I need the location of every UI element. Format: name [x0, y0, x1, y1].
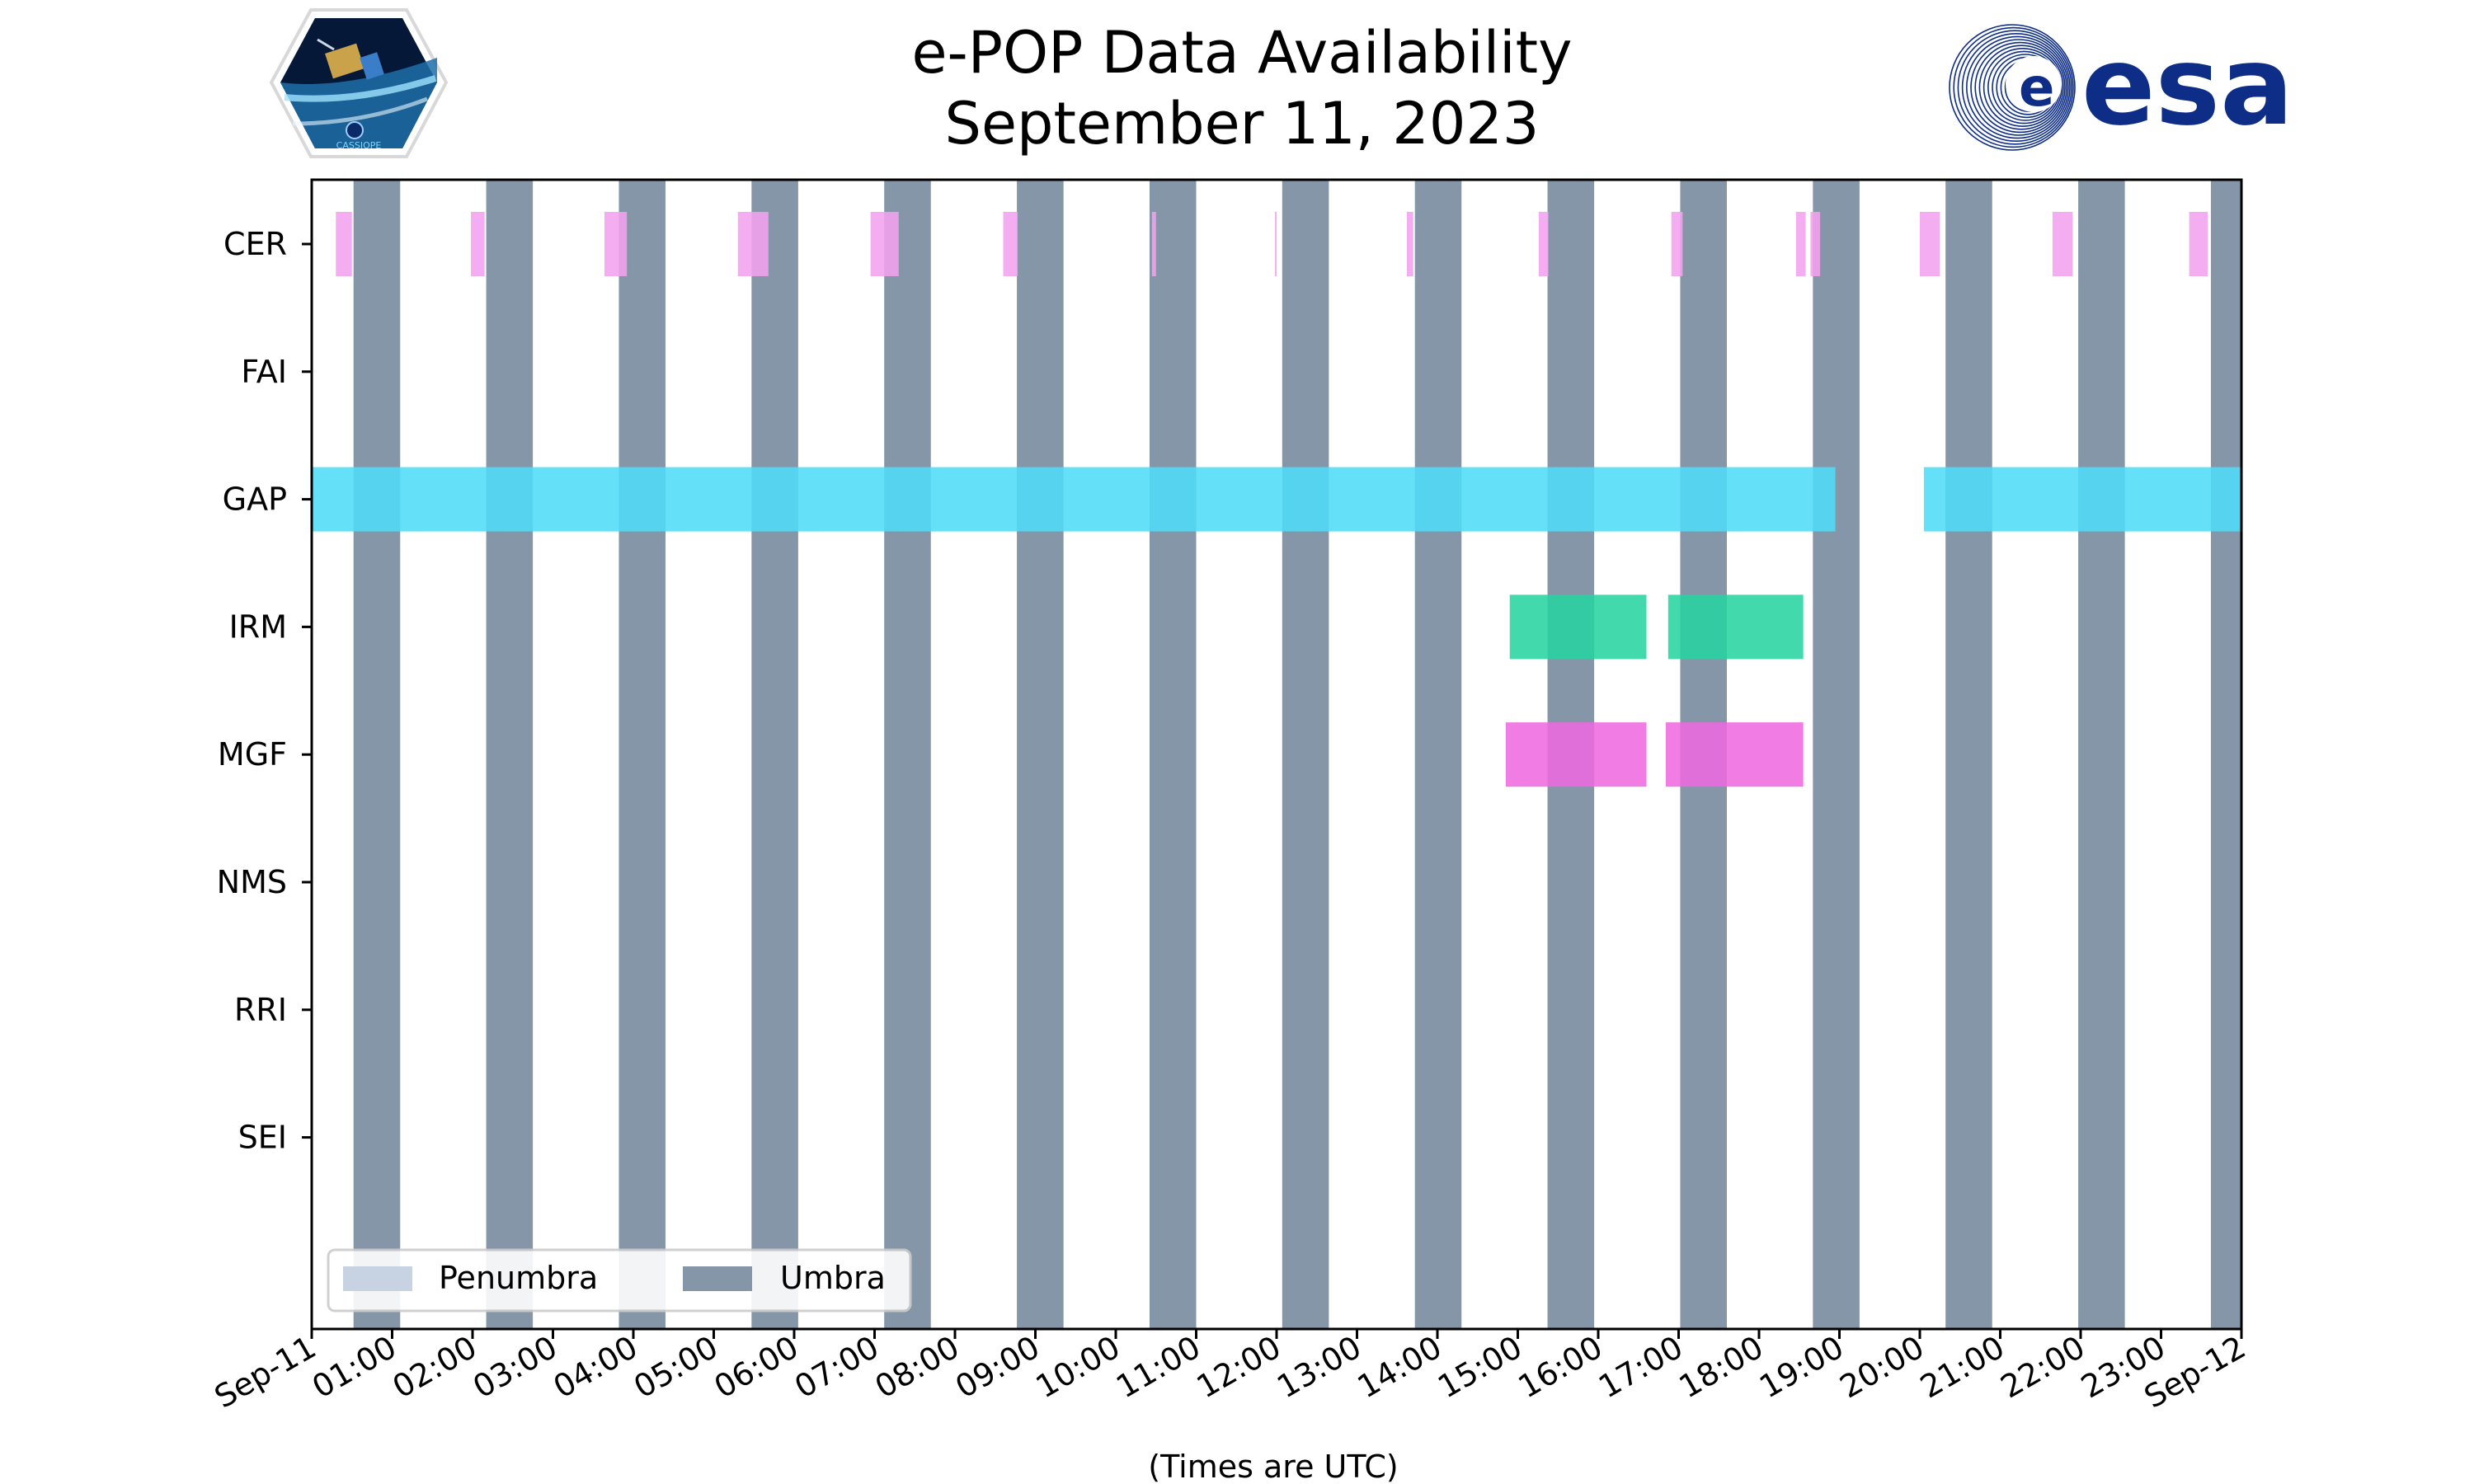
- x-tick-label: 13:00: [1271, 1329, 1367, 1406]
- bar-gap: [312, 467, 1836, 532]
- umbra-band: [1149, 180, 1197, 1329]
- bar-cer: [1003, 212, 1018, 276]
- esa-globe-ring: [1965, 35, 2069, 139]
- x-tick-label: 12:00: [1191, 1329, 1287, 1406]
- x-tick-label: 15:00: [1432, 1329, 1528, 1406]
- esa-wordmark: esa: [2081, 23, 2293, 150]
- umbra-band: [353, 180, 401, 1329]
- umbra-band: [1414, 180, 1462, 1329]
- bar-cer: [471, 212, 485, 276]
- y-axis: CER FAI GAP IRM MGF NMS RRI SEI: [217, 226, 312, 1156]
- bar-irm: [1509, 594, 1647, 660]
- x-tick-label: 17:00: [1592, 1329, 1689, 1406]
- x-tick-label: 08:00: [869, 1329, 966, 1406]
- satellite-icon: [317, 38, 384, 80]
- x-tick-label: 02:00: [387, 1329, 483, 1406]
- x-tick-label: 19:00: [1753, 1329, 1850, 1406]
- esa-globe-ring: [1978, 45, 2064, 130]
- esa-globe-ring: [1957, 30, 2072, 145]
- umbra-layer: [353, 180, 2241, 1329]
- bar-irm: [1667, 594, 1804, 660]
- legend-penumbra-swatch: [343, 1266, 412, 1291]
- esa-globe-ring: [1982, 47, 2062, 128]
- y-tick-label-gap: GAP: [223, 481, 287, 518]
- y-tick-label-cer: CER: [223, 226, 287, 262]
- legend: Penumbra Umbra: [327, 1248, 912, 1313]
- plot-area: CER FAI GAP IRM MGF NMS RRI SEI Sep-1101:0002:0…: [209, 178, 2252, 1416]
- legend-umbra-swatch: [683, 1266, 752, 1291]
- x-tick-label: 05:00: [628, 1329, 724, 1406]
- umbra-band: [1813, 180, 1860, 1329]
- legend-frame: [327, 1248, 912, 1313]
- x-tick-label: 20:00: [1834, 1329, 1931, 1406]
- x-tick-label: 16:00: [1512, 1329, 1609, 1406]
- x-tick-label: 03:00: [467, 1329, 563, 1406]
- bar-cer: [604, 212, 628, 276]
- bar-gap: [1923, 467, 2241, 532]
- umbra-band: [2078, 180, 2125, 1329]
- x-tick-label: 18:00: [1673, 1329, 1770, 1406]
- chart-title: e-POP Data Availability: [911, 19, 1572, 87]
- bar-cer: [870, 212, 899, 276]
- chart-subtitle: September 11, 2023: [945, 90, 1540, 157]
- esa-globe-ring: [1953, 26, 2074, 148]
- legend-penumbra-label: Penumbra: [439, 1260, 598, 1296]
- bar-cer: [1538, 212, 1549, 276]
- x-tick-label: 01:00: [306, 1329, 402, 1406]
- bar-cer: [2189, 212, 2208, 276]
- esa-globe-ring: [1949, 24, 2076, 151]
- y-tick-label-nms: NMS: [217, 864, 287, 900]
- cassiope-logo: CASSIOPE: [269, 8, 449, 158]
- umbra-band: [1017, 180, 1064, 1329]
- bar-cer: [336, 212, 352, 276]
- umbra-band: [2210, 180, 2241, 1329]
- x-tick-label: 10:00: [1030, 1329, 1126, 1406]
- y-tick-label-rri: RRI: [234, 992, 287, 1028]
- x-tick-label: 22:00: [1995, 1329, 2091, 1406]
- y-tick-label-mgf: MGF: [218, 736, 287, 773]
- x-tick-label: 21:00: [1914, 1329, 2011, 1406]
- umbra-band: [1945, 180, 1992, 1329]
- esa-globe-core: [2006, 56, 2062, 112]
- data-bars-layer: [312, 212, 2241, 787]
- cassiope-label: CASSIOPE: [336, 140, 382, 151]
- bar-cer: [1671, 212, 1683, 276]
- bar-cer: [1406, 212, 1413, 276]
- bar-cer: [1795, 212, 1806, 276]
- x-tick-label: 09:00: [949, 1329, 1046, 1406]
- x-tick-label: Sep-11: [209, 1329, 322, 1416]
- bar-cer: [1920, 212, 1940, 276]
- umbra-band: [1282, 180, 1329, 1329]
- legend-umbra-label: Umbra: [780, 1260, 886, 1296]
- umbra-band: [751, 180, 798, 1329]
- bar-cer: [737, 212, 769, 276]
- bar-cer: [2052, 212, 2073, 276]
- bar-cer: [1810, 212, 1821, 276]
- bar-cer: [1151, 212, 1156, 276]
- x-tick-label: 04:00: [548, 1329, 644, 1406]
- x-tick-label: 07:00: [788, 1329, 885, 1406]
- x-axis: Sep-1101:0002:0003:0004:0005:0006:0007:0…: [209, 1329, 2252, 1416]
- esa-logo: e esa: [1949, 23, 2293, 151]
- y-tick-label-irm: IRM: [229, 608, 287, 645]
- umbra-band: [486, 180, 534, 1329]
- x-tick-label: 11:00: [1110, 1329, 1206, 1406]
- y-tick-label-sei: SEI: [238, 1120, 287, 1156]
- x-axis-label: (Times are UTC): [1148, 1449, 1398, 1484]
- x-tick-label: 14:00: [1352, 1329, 1448, 1406]
- esa-globe-ring: [1961, 33, 2071, 142]
- esa-globe-ring: [1974, 41, 2066, 134]
- bar-mgf: [1505, 722, 1647, 787]
- y-tick-label-fai: FAI: [241, 354, 287, 390]
- bar-cer: [1275, 212, 1277, 276]
- umbra-band: [618, 180, 666, 1329]
- esa-globe-icon: e: [1949, 24, 2076, 151]
- bar-mgf: [1665, 722, 1804, 787]
- esa-globe-ring: [1970, 39, 2067, 136]
- umbra-band: [884, 180, 931, 1329]
- x-tick-label: 06:00: [708, 1329, 805, 1406]
- esa-globe-letter: e: [2019, 58, 2054, 119]
